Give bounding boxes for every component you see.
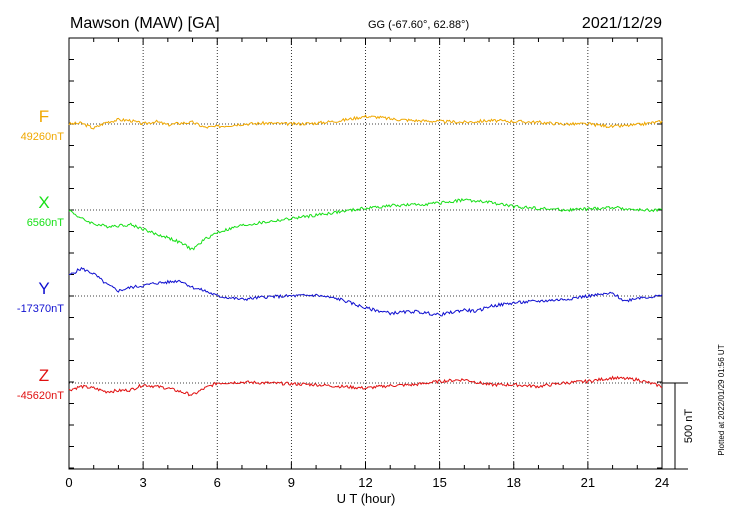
station-title: Mawson (MAW) [GA] (70, 15, 220, 32)
series-name-z: Z (39, 366, 49, 385)
grid-lines (69, 38, 662, 469)
series-line-y (68, 266, 663, 317)
series-name-x: X (38, 193, 49, 212)
x-tick-label: 12 (358, 475, 372, 490)
series-line-f (68, 114, 663, 130)
plotted-note: Plotted at 2022/01/29 01:56 UT (717, 344, 726, 455)
x-tick-labels: 0 3 6 9 12 15 18 21 24 (65, 475, 669, 490)
series-name-y: Y (38, 279, 49, 298)
x-tick-label: 6 (214, 475, 221, 490)
series-group (68, 114, 663, 397)
series-baseline-y: -17370nT (17, 303, 64, 315)
series-line-x (68, 197, 663, 251)
x-tick-label: 24 (655, 475, 669, 490)
scale-bar: 500 nT (662, 382, 695, 470)
x-axis-label: U T (hour) (337, 491, 396, 506)
x-tick-label: 0 (65, 475, 72, 490)
x-tick-label: 18 (507, 475, 521, 490)
series-baseline-z: -45620nT (17, 390, 64, 402)
x-tick-label: 9 (288, 475, 295, 490)
date-label: 2021/12/29 (582, 15, 662, 32)
series-labels: F 49260nT X 6560nT Y -17370nT Z -45620nT (17, 107, 64, 402)
x-tick-label: 15 (432, 475, 446, 490)
series-line-z (68, 375, 663, 397)
series-name-f: F (39, 107, 49, 126)
series-baseline-x: 6560nT (27, 217, 65, 229)
series-baseline-f: 49260nT (21, 131, 65, 143)
scale-bar-label: 500 nT (683, 409, 695, 444)
x-tick-label: 3 (140, 475, 147, 490)
x-tick-label: 21 (581, 475, 595, 490)
coordinates-label: GG (-67.60°, 62.88°) (368, 19, 469, 31)
